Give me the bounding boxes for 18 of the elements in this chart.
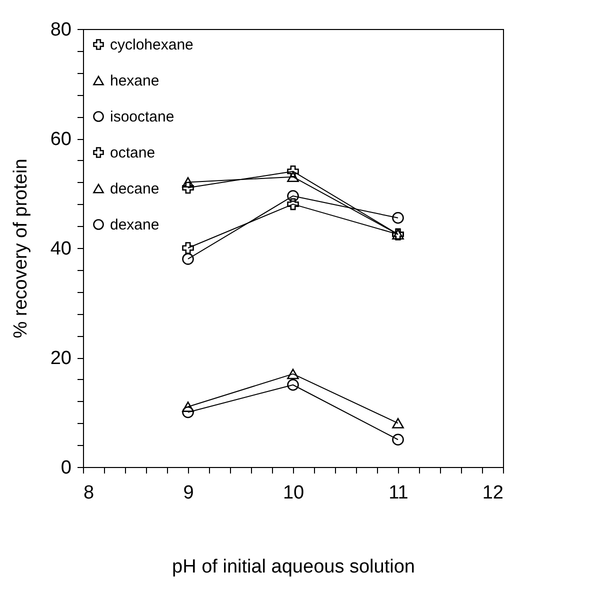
x-tick-label: 11 [388,482,408,504]
legend-label: cyclohexane [110,36,194,54]
legend-label: dexane [110,216,160,234]
x-tick-label: 9 [183,482,194,504]
legend-label: octane [110,144,156,162]
y-tick-label: 40 [50,238,72,260]
y-axis-title: % recovery of protein [10,158,32,338]
legend-label: decane [110,180,160,198]
legend-label: hexane [110,72,160,90]
x-tick-label: 12 [482,482,504,504]
x-axis-title: pH of initial aqueous solution [172,556,415,578]
x-tick-label: 10 [282,482,304,504]
y-tick-label: 20 [50,348,72,369]
y-tick-label: 80 [50,20,72,40]
legend-label: isooctane [110,108,174,126]
y-tick-label: 60 [50,129,72,150]
x-tick-label: 8 [84,482,94,504]
y-tick-label: 0 [60,458,72,478]
